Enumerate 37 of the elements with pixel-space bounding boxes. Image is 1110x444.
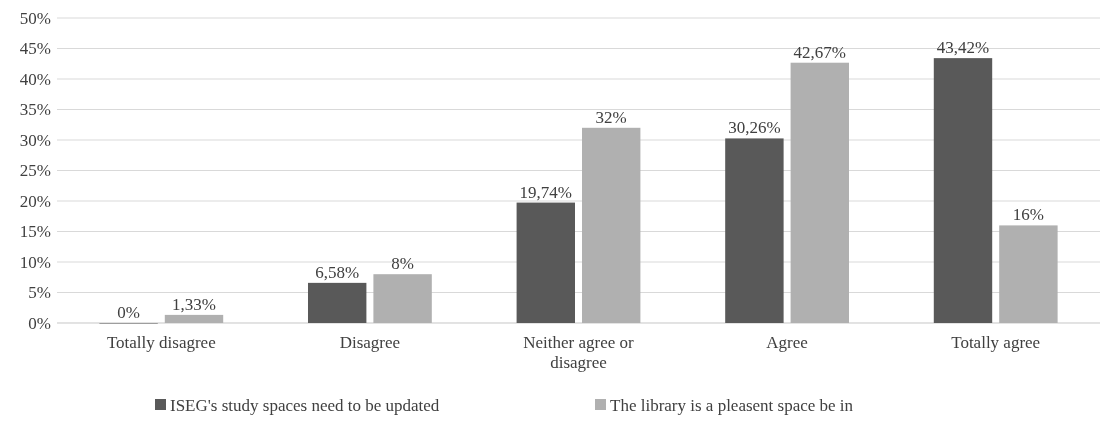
x-tick-label: Neither agree or disagree <box>523 333 635 372</box>
data-label: 42,67% <box>793 42 847 62</box>
bar <box>790 62 850 323</box>
data-label: 30,26% <box>728 118 781 138</box>
bar <box>933 58 993 323</box>
bar <box>373 274 432 323</box>
data-label: 8% <box>391 254 414 274</box>
data-label: 0% <box>117 303 140 322</box>
y-tick-label: 25% <box>19 161 51 181</box>
data-label: 43,42% <box>936 38 990 58</box>
bar <box>999 225 1058 323</box>
y-tick-label: 45% <box>19 39 51 59</box>
bar <box>164 314 224 323</box>
y-tick-label: 35% <box>19 100 51 120</box>
y-tick-label: 50% <box>19 8 51 28</box>
data-label: 16% <box>1012 205 1044 225</box>
y-tick-label: 15% <box>19 222 51 242</box>
y-tick-label: 10% <box>19 252 51 272</box>
data-label: 19,74% <box>519 182 573 202</box>
bar <box>307 282 367 323</box>
y-tick-label: 5% <box>28 283 51 303</box>
legend-label: ISEG's study spaces need to be updated <box>170 395 440 415</box>
y-tick-label: 40% <box>19 69 51 89</box>
bar <box>582 127 641 323</box>
data-label: 1,33% <box>172 294 216 314</box>
x-tick-label: Disagree <box>339 333 401 352</box>
y-tick-label: 30% <box>19 130 51 150</box>
x-tick-label: Totally agree <box>951 333 1041 352</box>
x-tick-label: Totally disagree <box>106 333 216 352</box>
y-tick-label: 20% <box>19 191 51 211</box>
legend-label: The library is a pleasent space be in <box>610 395 854 415</box>
x-tick-label: Agree <box>766 333 808 352</box>
bar <box>516 202 575 323</box>
data-label: 6,58% <box>315 262 360 282</box>
bar <box>725 138 784 323</box>
y-tick-label: 0% <box>28 313 51 333</box>
data-label: 32% <box>595 107 627 127</box>
